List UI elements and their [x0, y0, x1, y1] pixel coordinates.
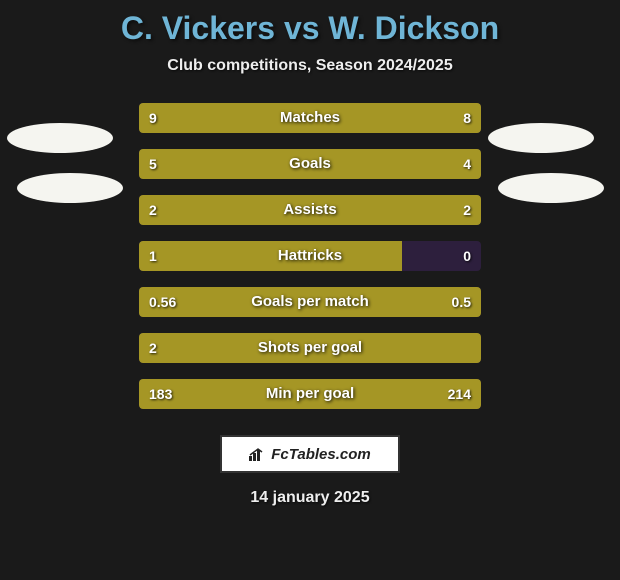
brand-logo[interactable]: FcTables.com	[220, 435, 400, 473]
stat-label: Assists	[139, 195, 481, 225]
stats-container: 98Matches 54Goals 22Assists 10Hattricks 0.56…	[139, 103, 481, 409]
player-1-club-logo	[17, 173, 123, 203]
stat-row: 0.560.5Goals per match	[139, 287, 481, 317]
brand-text: FcTables.com	[271, 446, 370, 463]
stat-row: 22Assists	[139, 195, 481, 225]
stat-label: Shots per goal	[139, 333, 481, 363]
stat-label: Goals	[139, 149, 481, 179]
player-2-club-logo	[498, 173, 604, 203]
page-title: C. Vickers vs W. Dickson	[0, 0, 620, 47]
subtitle: Club competitions, Season 2024/2025	[0, 57, 620, 75]
stat-row: 10Hattricks	[139, 241, 481, 271]
stat-label: Goals per match	[139, 287, 481, 317]
player-2-club-logo	[488, 123, 594, 153]
stat-label: Matches	[139, 103, 481, 133]
stat-row: 183214Min per goal	[139, 379, 481, 409]
stat-row: 98Matches	[139, 103, 481, 133]
stat-label: Min per goal	[139, 379, 481, 409]
date-text: 14 january 2025	[0, 489, 620, 507]
stat-row: 54Goals	[139, 149, 481, 179]
stat-row: 2Shots per goal	[139, 333, 481, 363]
chart-icon	[249, 447, 267, 461]
player-1-club-logo	[7, 123, 113, 153]
stat-label: Hattricks	[139, 241, 481, 271]
